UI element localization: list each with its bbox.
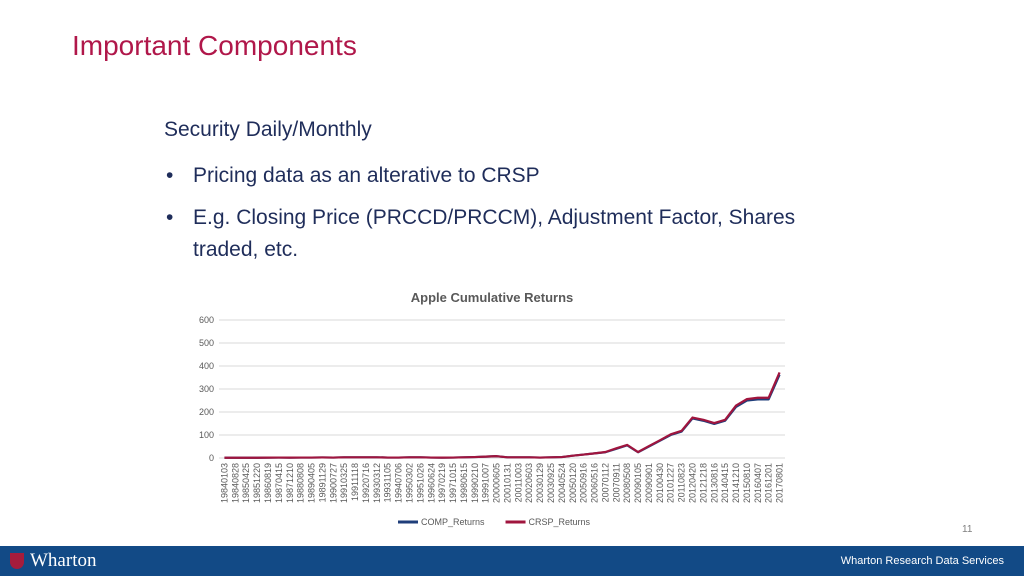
x-tick-label: 20070911 (611, 463, 621, 502)
x-tick-label: 20050916 (579, 463, 589, 503)
x-tick-label: 20040524 (557, 463, 567, 503)
x-tick-label: 20020603 (524, 463, 534, 503)
x-tick-label: 19970219 (437, 463, 447, 503)
x-tick-label: 19840828 (230, 463, 240, 503)
x-tick-label: 20101227 (666, 463, 676, 503)
brand: Wharton Research Data Services (840, 555, 1004, 567)
x-tick-label: 19850425 (241, 463, 251, 503)
x-tick-label: 20050120 (568, 463, 578, 503)
x-tick-label: 19880808 (296, 463, 306, 503)
x-tick-label: 20080508 (622, 463, 632, 503)
x-tick-label: 20090105 (633, 463, 643, 503)
x-tick-label: 20161201 (764, 463, 774, 503)
x-tick-label: 20100430 (655, 463, 665, 503)
x-tick-label: 19980615 (459, 463, 469, 503)
logo: Wharton (30, 550, 97, 571)
x-tick-label: 20141210 (731, 463, 741, 503)
x-tick-label: 20070112 (600, 463, 610, 502)
legend-label: CRSP_Returns (529, 517, 591, 527)
chart: Apple Cumulative Returns 0 100 200 300 400 50… (199, 290, 785, 527)
x-tick-label: 20150810 (742, 463, 752, 503)
x-tick-label: 20030129 (535, 463, 545, 503)
x-tick-label: 20120420 (687, 463, 697, 503)
x-tick-label: 20030925 (546, 463, 556, 503)
x-tick-label: 20011003 (513, 463, 523, 502)
x-tick-label: 19931105 (383, 463, 393, 502)
slide-title: Important Components (72, 30, 357, 61)
x-tick-label: 20090901 (644, 463, 654, 503)
legend-label: COMP_Returns (421, 517, 485, 527)
series-line (224, 374, 781, 459)
y-tick-label: 0 (209, 453, 214, 463)
bullet: Pricing data as an alterative to CRSP (164, 160, 804, 192)
x-tick-label: 20121218 (698, 463, 708, 503)
x-tick-label: 19851220 (252, 463, 262, 503)
x-tick-label: 19870415 (274, 463, 284, 503)
x-tick-label: 19951026 (415, 463, 425, 503)
x-tick-label: 19940706 (394, 463, 404, 503)
x-tick-label: 19891129 (317, 463, 327, 502)
x-tick-label: 19910325 (339, 463, 349, 503)
bullet: E.g. Closing Price (PRCCD/PRCCM), Adjust… (164, 202, 804, 266)
footer-bar: Wharton Wharton Research Data Services (0, 546, 1024, 576)
y-tick-label: 600 (199, 315, 214, 325)
y-tick-label: 300 (199, 384, 214, 394)
x-tick-label: 19871210 (285, 463, 295, 503)
chart-title: Apple Cumulative Returns (411, 290, 574, 305)
x-tick-label: 20170801 (775, 463, 785, 503)
x-tick-label: 19920716 (361, 463, 371, 503)
x-tick-label: 19960624 (426, 463, 436, 503)
x-tick-label: 20060516 (590, 463, 600, 503)
x-tick-label: 20160407 (753, 463, 763, 503)
x-tick-label: 19991007 (481, 463, 491, 503)
x-tick-label: 19911118 (350, 463, 360, 501)
y-tick-label: 400 (199, 361, 214, 371)
x-tick-label: 20000605 (492, 463, 502, 503)
x-tick-label: 19860819 (263, 463, 273, 503)
page-number: 11 (962, 524, 973, 535)
x-tick-label: 19900727 (328, 463, 338, 503)
x-tick-label: 19930312 (372, 463, 382, 503)
x-tick-label: 20110823 (677, 463, 687, 502)
x-tick-label: 20130816 (709, 463, 719, 503)
x-tick-label: 19840103 (219, 463, 229, 503)
x-tick-label: 19890405 (307, 463, 317, 503)
x-tick-label: 20140415 (720, 463, 730, 503)
x-tick-label: 19950302 (404, 463, 414, 503)
y-tick-label: 200 (199, 407, 214, 417)
y-tick-label: 500 (199, 338, 214, 348)
x-tick-label: 20010131 (502, 463, 512, 503)
logo-shield (10, 553, 24, 569)
x-tick-label: 19971015 (448, 463, 458, 503)
x-tick-label: 19990210 (470, 463, 480, 503)
y-tick-label: 100 (199, 430, 214, 440)
heading: Security Daily/Monthly (164, 118, 372, 141)
series-line (224, 372, 781, 459)
bullet-list: Pricing data as an alterative to CRSP E.… (164, 160, 804, 276)
